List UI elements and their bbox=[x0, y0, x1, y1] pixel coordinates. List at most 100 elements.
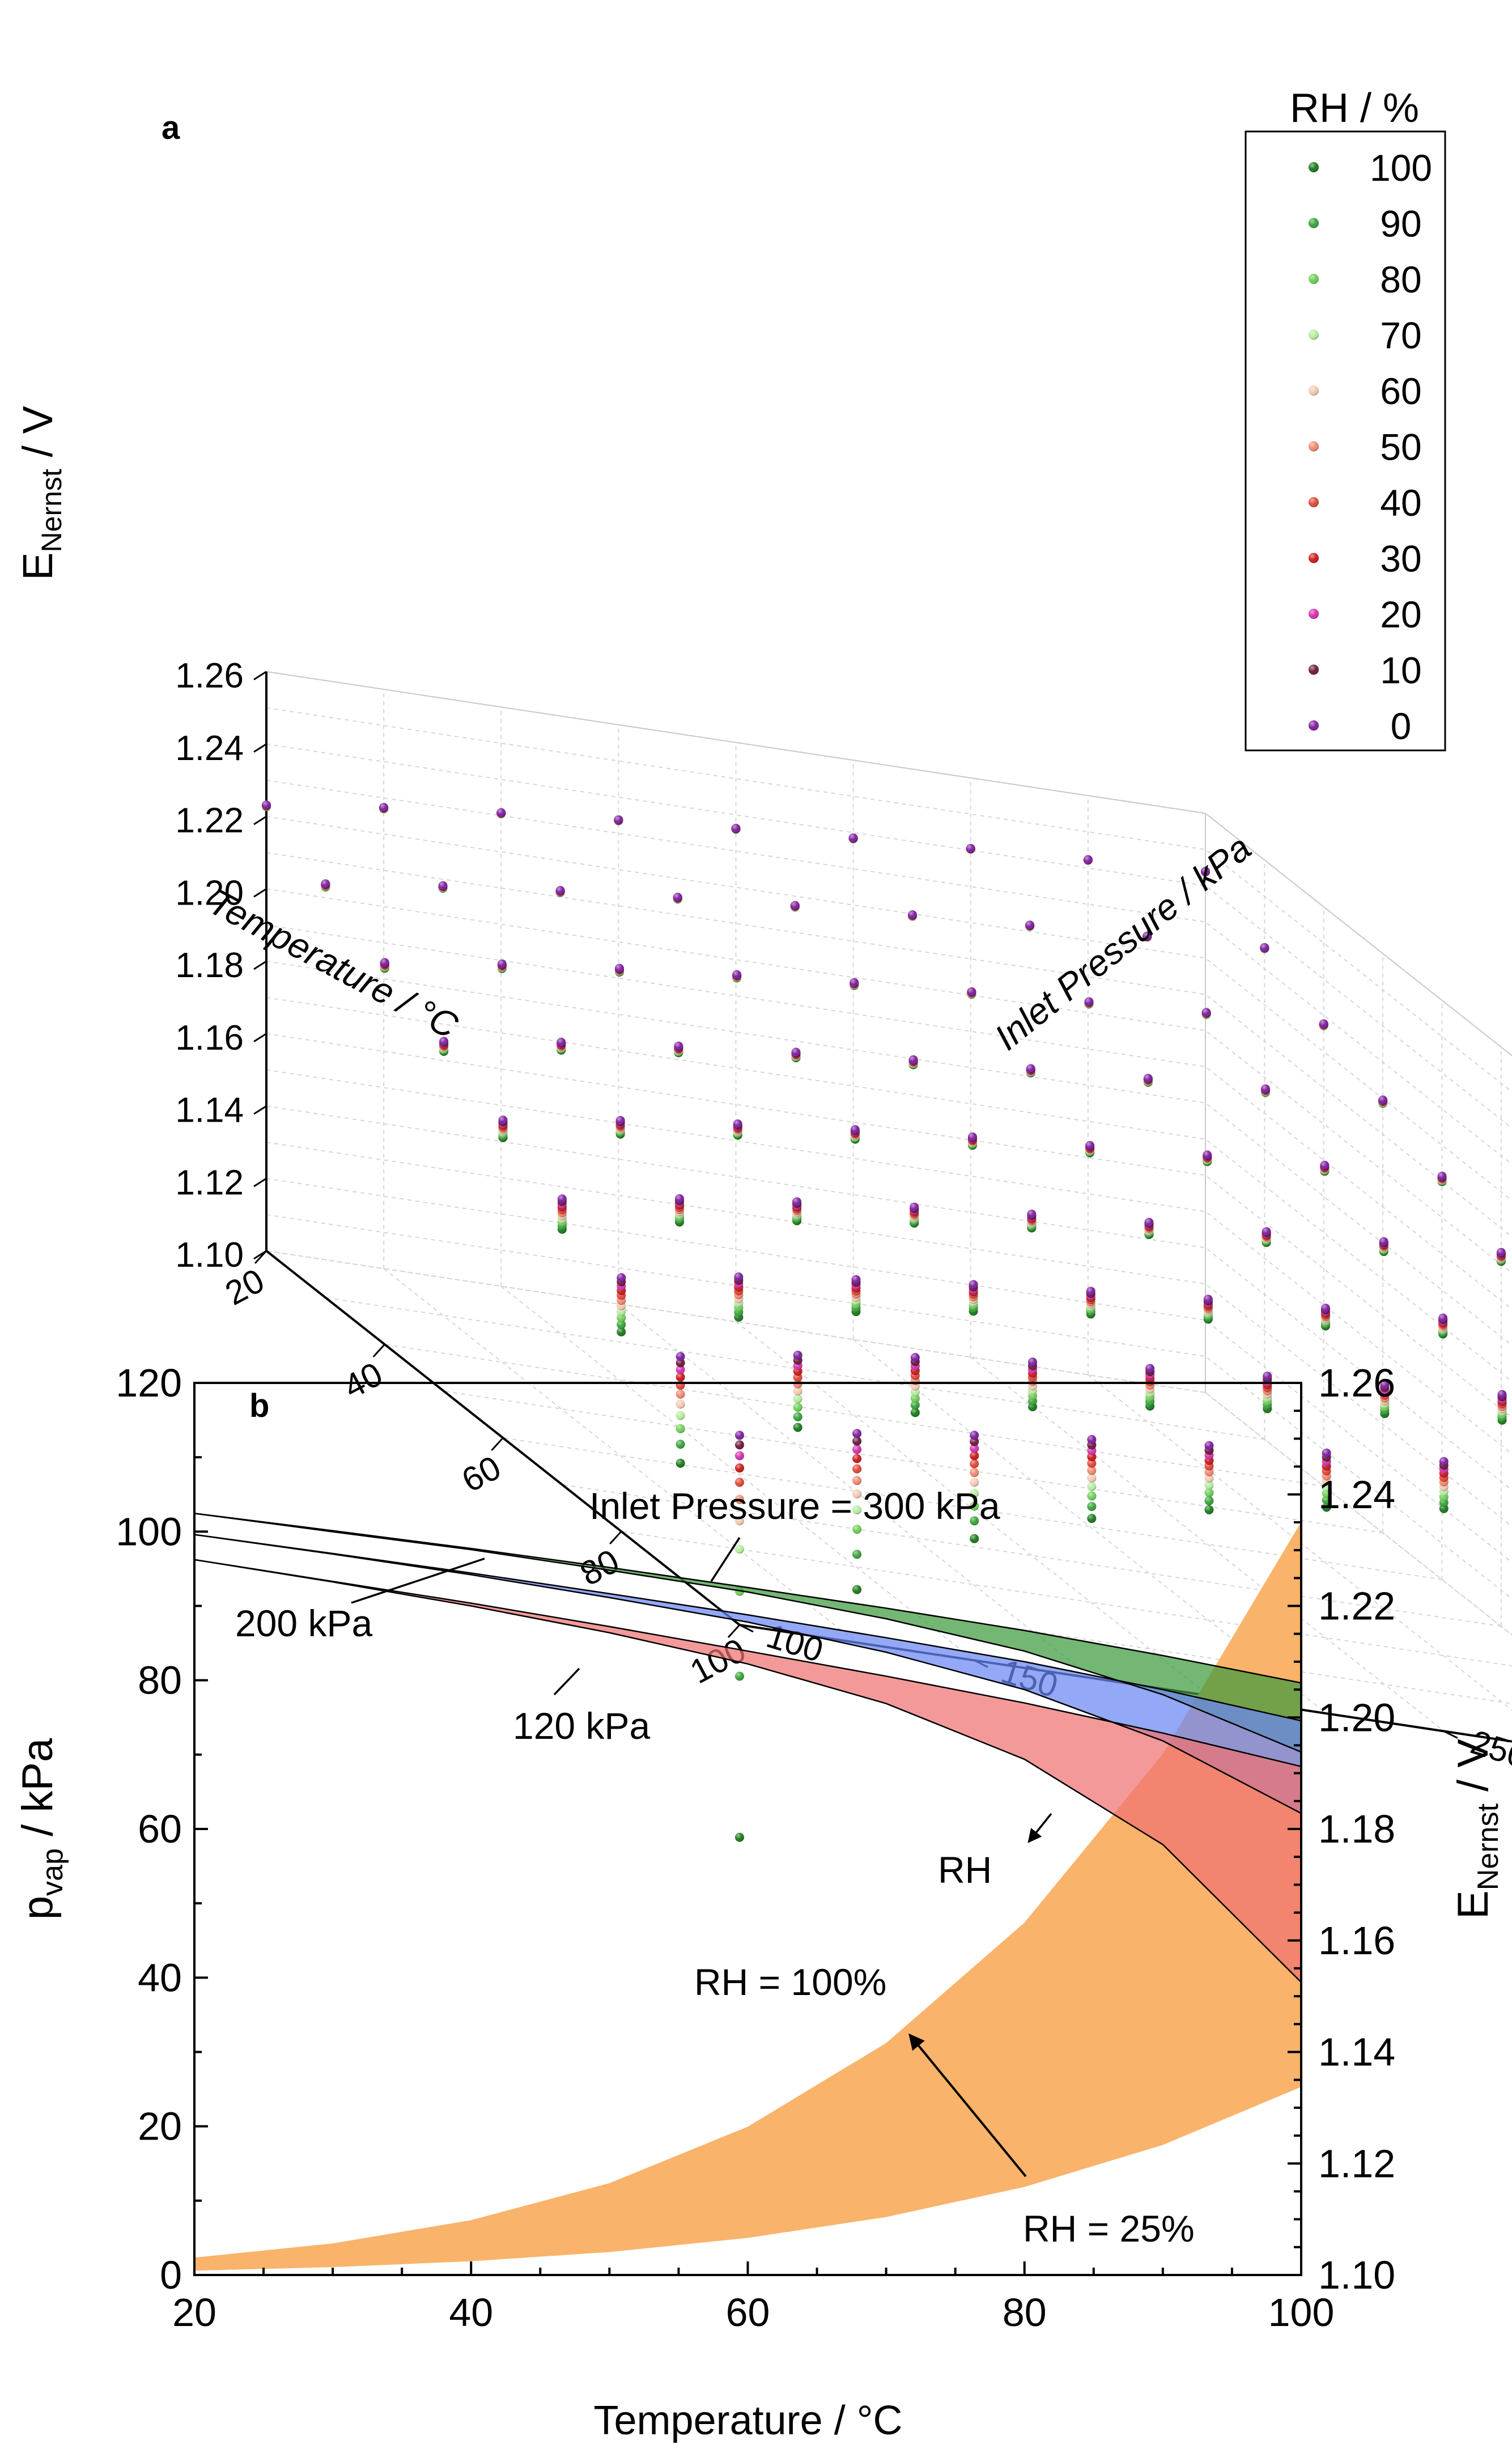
data-point bbox=[1204, 1505, 1214, 1514]
data-point bbox=[1260, 943, 1269, 952]
data-point-shade bbox=[676, 1440, 685, 1449]
data-point bbox=[852, 1489, 862, 1499]
data-point bbox=[970, 1516, 979, 1526]
data-point bbox=[617, 1313, 626, 1323]
data-point bbox=[1496, 1247, 1506, 1257]
z-tick-label: 1.20 bbox=[175, 873, 244, 912]
x-tick-label: 40 bbox=[449, 2290, 493, 2335]
data-point bbox=[676, 1399, 685, 1409]
band-120kpa-edge-dry bbox=[194, 1559, 1301, 1768]
data-point-shade bbox=[557, 1194, 567, 1204]
legend-item: 70 bbox=[1309, 315, 1422, 356]
y-tick-label: 0 bbox=[160, 2253, 182, 2297]
data-point bbox=[1143, 1073, 1153, 1083]
data-point bbox=[852, 1445, 862, 1454]
data-point-shade bbox=[675, 1194, 684, 1204]
box-edge bbox=[1205, 813, 1512, 1056]
data-point bbox=[967, 987, 976, 996]
data-point-shade bbox=[850, 1125, 860, 1135]
data-point bbox=[735, 1516, 744, 1526]
data-point-shade bbox=[852, 1429, 862, 1438]
data-point bbox=[848, 833, 858, 843]
legend-label: 30 bbox=[1380, 538, 1421, 580]
y2-tick-label: 1.22 bbox=[1318, 1584, 1395, 1628]
data-point-shade bbox=[1025, 920, 1035, 930]
data-point bbox=[1319, 1019, 1328, 1029]
data-point-shade bbox=[1204, 1496, 1214, 1505]
y-tick-mark bbox=[739, 1624, 754, 1633]
data-point bbox=[1085, 1141, 1095, 1151]
data-point-shade bbox=[496, 808, 506, 817]
data-point-shade bbox=[555, 886, 565, 895]
data-point-shade bbox=[792, 1197, 802, 1207]
data-point bbox=[908, 1055, 918, 1064]
data-point bbox=[557, 1194, 567, 1204]
data-point-shade bbox=[734, 1272, 744, 1282]
data-point-shade bbox=[1083, 855, 1093, 864]
data-point-shade bbox=[910, 1394, 920, 1403]
data-point-shade bbox=[1438, 1313, 1448, 1323]
data-point bbox=[793, 1412, 802, 1421]
x-tick-mark bbox=[254, 1250, 267, 1264]
band-200kpa-edge-dry bbox=[194, 1534, 1301, 1722]
legend-title: RH / % bbox=[1290, 86, 1419, 131]
data-point bbox=[498, 1115, 508, 1125]
data-point bbox=[1087, 1473, 1097, 1483]
legend-marker-shade bbox=[1309, 664, 1319, 675]
data-point-shade bbox=[1084, 997, 1094, 1007]
z-tick-mark bbox=[253, 1033, 267, 1043]
data-point-shade bbox=[852, 1464, 862, 1474]
data-point-shade bbox=[1201, 1008, 1211, 1017]
data-point-shade bbox=[969, 1280, 978, 1289]
data-point-shade bbox=[908, 910, 917, 920]
data-point bbox=[852, 1464, 862, 1474]
panel-b-x-axis-label: Temperature / °C bbox=[594, 2398, 903, 2443]
x-tick-mark bbox=[491, 1437, 504, 1451]
data-point bbox=[970, 1534, 979, 1543]
data-point-shade bbox=[1087, 1466, 1097, 1475]
data-point-shade bbox=[1261, 1084, 1270, 1094]
data-point bbox=[1322, 1495, 1331, 1505]
data-point bbox=[970, 1468, 979, 1478]
data-point bbox=[735, 1431, 744, 1440]
data-point-shade bbox=[1027, 1209, 1037, 1219]
y-tick-label: 40 bbox=[138, 1955, 182, 2000]
panel-b-area-chart: 20 40 60 80 1000204060801001201.101.121.141.… bbox=[14, 1361, 1505, 2443]
data-point-shade bbox=[1085, 1141, 1095, 1151]
data-point-shade bbox=[967, 987, 976, 996]
legend-marker-shade bbox=[1309, 274, 1319, 284]
data-point bbox=[908, 910, 917, 920]
data-point bbox=[852, 1454, 862, 1463]
data-point-shade bbox=[1086, 1287, 1095, 1296]
data-point bbox=[1203, 1294, 1213, 1304]
data-point-shade bbox=[1204, 1505, 1214, 1514]
data-point bbox=[793, 1351, 802, 1360]
data-point bbox=[852, 1585, 862, 1594]
data-point-shade bbox=[851, 1275, 861, 1284]
data-point bbox=[615, 1115, 625, 1125]
y2-tick-label: 1.14 bbox=[1318, 2030, 1395, 2074]
data-point bbox=[852, 1505, 862, 1514]
x-tick-label: 40 bbox=[337, 1355, 388, 1406]
data-point-shade bbox=[1204, 1480, 1214, 1490]
data-point bbox=[1086, 1287, 1095, 1296]
data-point bbox=[850, 978, 859, 987]
grid-line-p-floor bbox=[970, 1356, 1445, 1732]
data-point-shade bbox=[1028, 1357, 1037, 1367]
data-point bbox=[676, 1372, 685, 1382]
z-tick-mark bbox=[253, 1177, 267, 1187]
x-tick-label: 60 bbox=[726, 2290, 770, 2335]
data-point-shade bbox=[1201, 867, 1210, 876]
data-point-shade bbox=[910, 1400, 920, 1410]
x-tick-label: 20 bbox=[172, 2290, 216, 2335]
legend-marker-shade bbox=[1309, 218, 1319, 228]
data-point bbox=[969, 1280, 978, 1289]
grid-line-p-floor bbox=[1088, 1374, 1512, 1711]
data-point bbox=[851, 1275, 861, 1284]
data-point bbox=[793, 1386, 802, 1396]
data-point-shade bbox=[617, 1313, 626, 1323]
data-point-shade bbox=[617, 1273, 626, 1283]
data-point-shade bbox=[848, 833, 858, 843]
data-point-shade bbox=[793, 1402, 802, 1412]
data-point bbox=[1378, 1095, 1388, 1105]
